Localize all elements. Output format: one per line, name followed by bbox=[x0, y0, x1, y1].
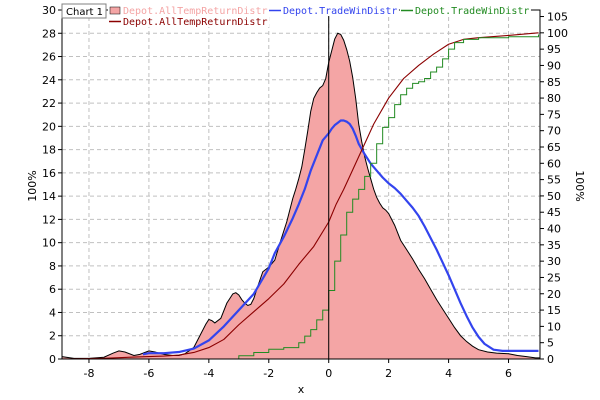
legend-item-bg bbox=[400, 5, 531, 16]
right-tick-label: 30 bbox=[547, 255, 561, 268]
x-axis-label: x bbox=[298, 383, 305, 396]
right-tick-label: 5 bbox=[547, 337, 554, 350]
right-tick-label: 15 bbox=[547, 304, 561, 317]
right-tick-label: 60 bbox=[547, 157, 561, 170]
left-tick-label: 8 bbox=[49, 260, 56, 273]
right-tick-label: 20 bbox=[547, 288, 561, 301]
left-tick-label: 16 bbox=[42, 167, 56, 180]
series-layer bbox=[61, 32, 540, 360]
legend-label: Depot.AllTempReturnDistr bbox=[123, 17, 268, 28]
x-tick-label: 4 bbox=[445, 367, 452, 380]
chart-tab[interactable]: Chart 1 bbox=[61, 3, 107, 19]
left-tick-label: 0 bbox=[49, 353, 56, 366]
x-tick-label: -2 bbox=[263, 367, 274, 380]
left-tick-label: 4 bbox=[49, 306, 56, 319]
left-tick-label: 30 bbox=[42, 4, 56, 17]
legend-item-bg bbox=[268, 5, 399, 16]
legend: Depot.AllTempReturnDistr Depot.TradeWinDi… bbox=[108, 5, 531, 28]
left-tick-label: 26 bbox=[42, 51, 56, 64]
x-tick-label: 0 bbox=[325, 367, 332, 380]
right-tick-label: 25 bbox=[547, 271, 561, 284]
legend-label: Depot.TradeWinDistr bbox=[283, 6, 397, 17]
x-tick-label: -8 bbox=[83, 367, 94, 380]
legend-label: Depot.TradeWinDistr bbox=[415, 6, 529, 17]
right-tick-label: 40 bbox=[547, 223, 561, 236]
legend-item: Depot.AllTempReturnDistr bbox=[108, 5, 270, 17]
legend-item: Depot.AllTempReturnDistr bbox=[108, 16, 270, 28]
left-tick-label: 24 bbox=[42, 74, 56, 87]
legend-swatch bbox=[109, 6, 121, 15]
x-tick-label: 2 bbox=[385, 367, 392, 380]
x-axis-ticks: -8 -6 -4 -2 0 2 4 6 bbox=[83, 359, 512, 380]
right-tick-label: 85 bbox=[547, 76, 561, 89]
left-axis-label: 100% bbox=[26, 170, 39, 201]
left-tick-label: 22 bbox=[42, 97, 56, 110]
right-axis-ticks: 0 5 10 15 20 25 30 35 40 45 50 55 60 65 70 75 80 85 90 95 10… bbox=[540, 11, 568, 366]
right-tick-label: 70 bbox=[547, 125, 561, 138]
legend-item: Depot.TradeWinDistr bbox=[400, 5, 531, 17]
left-tick-label: 10 bbox=[42, 237, 56, 250]
series-alltempreturn-area-outline bbox=[61, 32, 540, 359]
left-tick-label: 18 bbox=[42, 144, 56, 157]
series-tradewin-cdf-step bbox=[223, 34, 540, 360]
right-tick-label: 75 bbox=[547, 108, 561, 121]
right-tick-label: 0 bbox=[547, 353, 554, 366]
legend-item-bg bbox=[108, 5, 270, 16]
right-tick-label: 80 bbox=[547, 92, 561, 105]
right-tick-label: 55 bbox=[547, 174, 561, 187]
left-tick-label: 20 bbox=[42, 120, 56, 133]
right-tick-label: 45 bbox=[547, 206, 561, 219]
x-tick-label: 6 bbox=[505, 367, 512, 380]
right-tick-label: 90 bbox=[547, 59, 561, 72]
series-alltempreturn-cdf-line bbox=[61, 32, 539, 360]
right-tick-label: 35 bbox=[547, 239, 561, 252]
right-tick-label: 95 bbox=[547, 43, 561, 56]
left-tick-label: 2 bbox=[49, 330, 56, 343]
right-tick-label: 10 bbox=[547, 320, 561, 333]
chart-tab-label: Chart 1 bbox=[66, 7, 103, 18]
series-tradewin-density-line bbox=[142, 119, 539, 356]
legend-item: Depot.TradeWinDistr bbox=[268, 5, 399, 17]
legend-item-bg bbox=[108, 16, 270, 27]
right-axis-label: 100% bbox=[573, 170, 586, 201]
right-tick-label: 100 bbox=[547, 27, 568, 40]
x-tick-label: -6 bbox=[143, 367, 154, 380]
legend-label: Depot.AllTempReturnDistr bbox=[123, 6, 268, 17]
right-tick-label: 65 bbox=[547, 141, 561, 154]
right-tick-label: 105 bbox=[547, 11, 568, 24]
x-tick-label: -4 bbox=[203, 367, 214, 380]
left-tick-label: 14 bbox=[42, 190, 56, 203]
left-tick-label: 28 bbox=[42, 27, 56, 40]
right-tick-label: 50 bbox=[547, 190, 561, 203]
left-tick-label: 6 bbox=[49, 283, 56, 296]
left-tick-label: 12 bbox=[42, 213, 56, 226]
